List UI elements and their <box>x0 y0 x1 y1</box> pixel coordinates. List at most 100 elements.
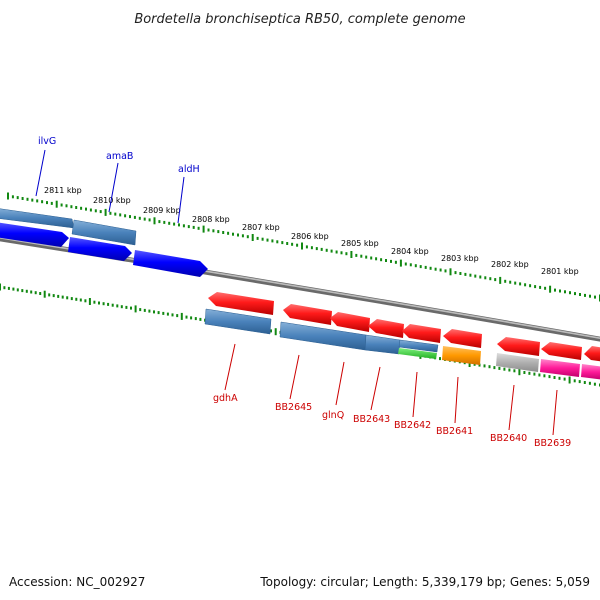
ruler-minor-tick <box>489 277 492 281</box>
ruler-label: 2808 kbp <box>192 215 230 224</box>
ruler-minor-tick <box>459 272 462 275</box>
gene-feature-BB2642[interactable] <box>398 348 437 359</box>
ruler-minor-tick <box>554 288 556 292</box>
ruler-label: 2807 kbp <box>242 223 280 232</box>
ruler-minor-tick <box>563 377 566 381</box>
gene-label-amaB[interactable]: amaB <box>106 151 133 162</box>
gene-feature-blue-1[interactable] <box>0 222 69 247</box>
ruler-major-tick <box>274 328 277 336</box>
gene-feature-amaB[interactable] <box>71 219 137 246</box>
ruler-minor-tick <box>109 211 112 215</box>
ruler-minor-tick <box>296 243 299 247</box>
gene-label-BB2640[interactable]: BB2640 <box>490 433 527 444</box>
ruler-minor-tick <box>46 201 48 205</box>
ruler-minor-tick <box>543 374 546 378</box>
ruler-minor-tick <box>116 304 119 308</box>
ruler-minor-tick <box>48 293 51 297</box>
ruler-minor-tick <box>41 200 44 204</box>
gene-feature-BB2639[interactable] <box>540 359 580 377</box>
ruler-major-tick <box>88 298 91 305</box>
gene-label-gdhA[interactable]: gdhA <box>213 393 238 404</box>
ruler-minor-tick <box>509 280 512 284</box>
ruler-minor-tick <box>7 286 10 290</box>
ruler-minor-tick <box>261 237 264 241</box>
ruler-major-tick <box>399 259 402 267</box>
gene-feature-BB2640[interactable] <box>496 353 539 372</box>
ruler-major-tick <box>518 368 521 376</box>
gene-feature-red-2[interactable] <box>283 304 332 325</box>
gene-feature-red-8[interactable] <box>541 342 582 360</box>
ruler-minor-tick <box>178 223 180 227</box>
gene-label-BB2642[interactable]: BB2642 <box>394 420 431 431</box>
gene-feature-red-5[interactable] <box>402 324 441 343</box>
ruler-minor-tick <box>75 297 78 301</box>
gene-label-glnQ[interactable]: glnQ <box>322 410 344 421</box>
ruler-minor-tick <box>276 240 279 244</box>
ruler-major-tick <box>55 200 58 208</box>
gene-feature-red-6[interactable] <box>443 329 482 348</box>
ruler-minor-tick <box>16 196 19 200</box>
ruler-major-tick <box>350 251 353 258</box>
ruler-minor-tick <box>498 366 501 370</box>
accession-text: Accession: NC_002927 <box>9 575 145 589</box>
ruler-minor-tick <box>538 373 541 377</box>
gene-label-aldH[interactable]: aldH <box>178 164 200 175</box>
ruler-minor-tick <box>523 371 526 374</box>
ruler-minor-tick <box>158 220 161 224</box>
gene-feature-red-3[interactable] <box>330 312 370 332</box>
ruler-major-tick <box>251 234 254 241</box>
ruler-minor-tick <box>168 221 171 225</box>
ruler-minor-tick <box>270 329 272 333</box>
ruler-minor-tick <box>478 363 481 367</box>
gene-feature-red-7[interactable] <box>497 337 540 356</box>
ruler-minor-tick <box>30 290 33 294</box>
ruler-minor-tick <box>473 362 476 366</box>
ruler-minor-tick <box>583 381 586 384</box>
ruler-minor-tick <box>534 285 537 289</box>
ruler-minor-tick <box>414 264 417 268</box>
ruler-minor-tick <box>107 302 110 306</box>
gene-feature-gdhA[interactable] <box>204 308 272 335</box>
gene-feature-red-1[interactable] <box>208 292 274 315</box>
ruler-minor-tick <box>187 225 190 229</box>
ruler-minor-tick <box>548 375 551 379</box>
ruler-minor-tick <box>385 259 387 262</box>
ruler-minor-tick <box>139 308 142 312</box>
ruler-minor-tick <box>488 365 491 369</box>
gene-feature-red-4[interactable] <box>368 319 404 338</box>
ruler-minor-tick <box>50 201 53 205</box>
gene-feature-red-9[interactable] <box>584 346 600 362</box>
ruler-minor-tick <box>544 286 547 290</box>
ruler-minor-tick <box>578 380 581 384</box>
ruler-minor-tick <box>305 245 308 249</box>
ruler-minor-tick <box>166 312 169 316</box>
gene-feature-glnQ[interactable] <box>364 334 401 355</box>
gene-feature-aldH[interactable] <box>133 250 208 277</box>
gene-feature-BB2641[interactable] <box>442 346 481 365</box>
gene-feature-pink-2[interactable] <box>581 364 600 380</box>
ruler-minor-tick <box>84 299 87 303</box>
ruler-minor-tick <box>594 295 596 299</box>
ruler-minor-tick <box>190 316 193 320</box>
ruler-minor-tick <box>197 226 200 230</box>
gene-label-BB2645[interactable]: BB2645 <box>275 402 312 413</box>
ruler-minor-tick <box>39 292 42 295</box>
forward-strand-genes <box>0 208 208 277</box>
ruler-minor-tick <box>222 231 225 234</box>
gene-feature-blue-2[interactable] <box>68 237 132 261</box>
gene-label-BB2641[interactable]: BB2641 <box>436 426 473 437</box>
ruler-label: 2801 kbp <box>541 267 579 276</box>
ruler-minor-tick <box>80 206 83 210</box>
ruler-minor-tick <box>153 310 155 314</box>
ruler-minor-tick <box>157 311 160 315</box>
ruler-minor-tick <box>246 235 249 239</box>
gene-label-BB2639[interactable]: BB2639 <box>534 438 571 449</box>
gene-label-BB2643[interactable]: BB2643 <box>353 414 390 425</box>
gene-feature-BB2643[interactable] <box>398 339 439 353</box>
ruler-major-tick <box>7 192 9 200</box>
ruler-minor-tick <box>286 242 289 245</box>
ruler-minor-tick <box>345 252 348 256</box>
ruler-minor-tick <box>143 308 146 312</box>
gene-label-ilvG[interactable]: ilvG <box>38 136 56 147</box>
ruler-minor-tick <box>70 297 73 301</box>
